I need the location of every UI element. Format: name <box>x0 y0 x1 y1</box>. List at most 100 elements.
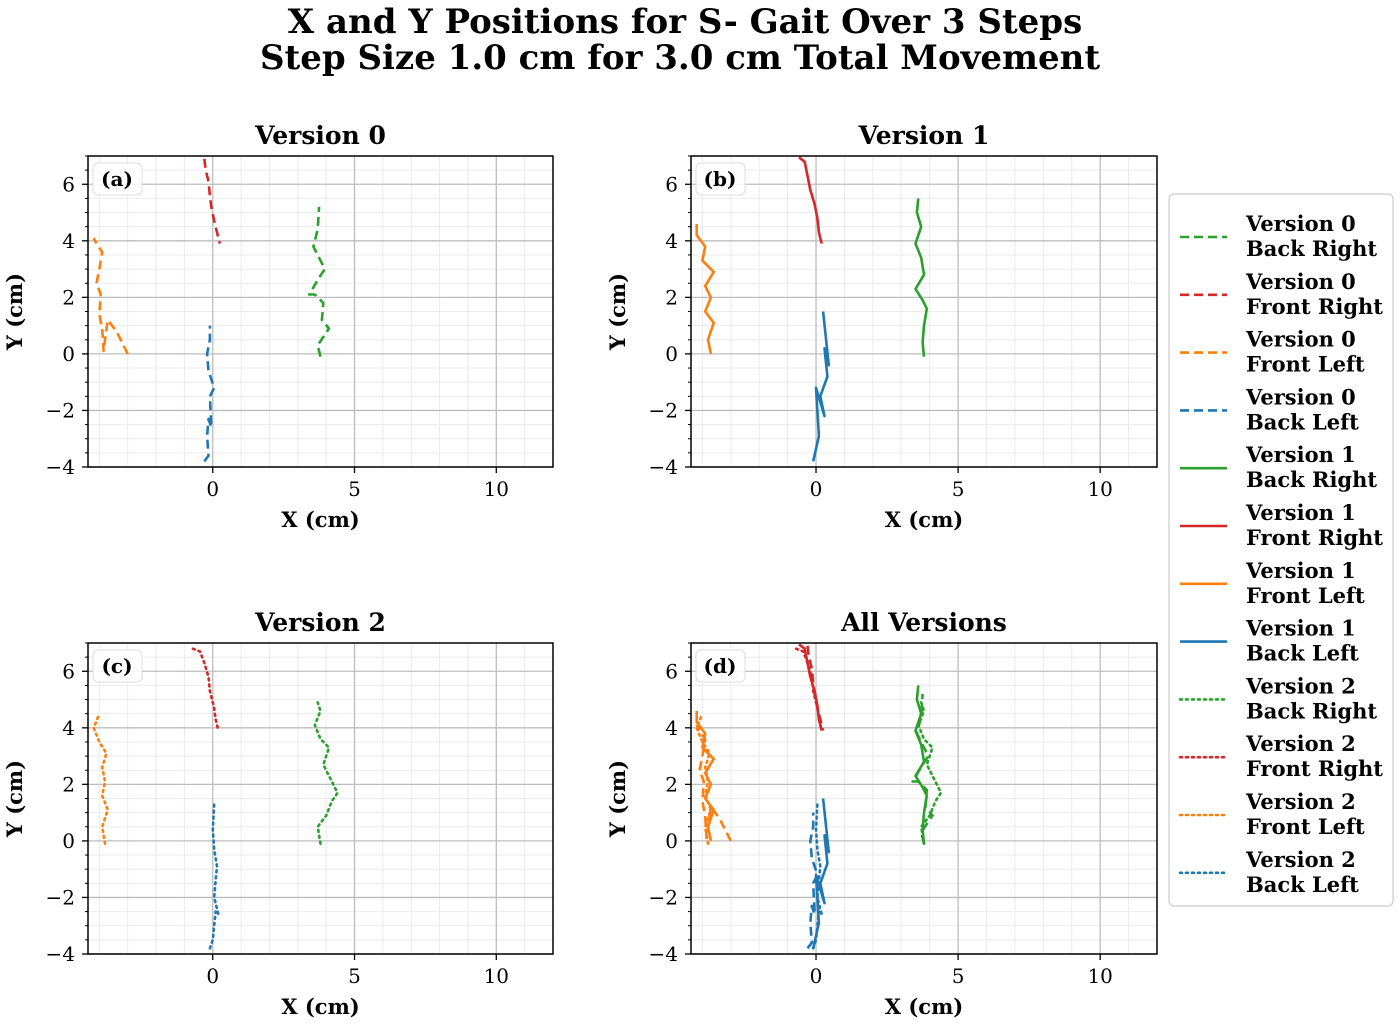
y-tick-label: 0 <box>62 829 75 853</box>
minor-grid <box>691 642 1158 954</box>
x-axis-label: X (cm) <box>885 507 963 532</box>
legend-box <box>1168 193 1394 907</box>
y-tick-label: 2 <box>62 285 75 309</box>
legend-label-line1: Version 1 <box>1245 558 1356 583</box>
x-tick-label: 0 <box>810 964 823 988</box>
subplot-grid: 0 5 10 −4 −2 0 2 4 6 Version 0 X (cm) Y (cm) (a) 0 5 10… <box>2 121 1158 1019</box>
series-line-version-2-back-left <box>811 802 824 950</box>
x-axis-label: X (cm) <box>281 994 359 1019</box>
legend-label-line1: Version 0 <box>1245 384 1356 409</box>
series-line-version-0-front-right <box>806 645 825 731</box>
minor-grid <box>691 155 1158 467</box>
subplot-title: Version 0 <box>254 121 386 150</box>
series-line-version-0-front-right <box>203 158 222 244</box>
panel-tag-box <box>695 649 746 683</box>
y-tick-label: 2 <box>665 285 678 309</box>
panel-tag: (a) <box>101 167 133 191</box>
y-tick-label: −2 <box>649 398 678 422</box>
subplot-1: 0 5 10 −4 −2 0 2 4 6 Version 0 X (cm) Y (cm) (a) <box>2 121 554 532</box>
series-line-version-2-front-right <box>191 647 220 732</box>
subplot-title: Version 1 <box>858 121 990 150</box>
legend-label-line1: Version 1 <box>1245 500 1356 525</box>
series-line-version-0-back-right <box>307 206 331 358</box>
y-tick-label: −4 <box>649 455 678 479</box>
minor-grid <box>88 155 554 467</box>
x-tick-label: 10 <box>484 964 509 988</box>
series-line-version-2-front-left <box>92 712 110 846</box>
legend-label-line2: Front Right <box>1246 756 1383 781</box>
x-tick-label: 10 <box>1087 477 1112 501</box>
figure-title-line-1: X and Y Positions for S- Gait Over 3 Ste… <box>288 2 1082 42</box>
x-tick-label: 5 <box>952 964 965 988</box>
panel-tag: (b) <box>704 167 737 191</box>
series-line-version-2-front-right <box>794 647 824 732</box>
x-axis-label: X (cm) <box>885 994 963 1019</box>
y-tick-label: 6 <box>665 659 678 683</box>
y-axis-label: Y (cm) <box>605 760 630 838</box>
panel-tag-box <box>695 162 746 196</box>
series-group <box>92 647 339 950</box>
series-line-version-0-back-left <box>806 812 819 950</box>
legend-label-line1: Version 0 <box>1245 327 1356 352</box>
series-line-version-2-back-right <box>916 701 943 846</box>
panel-tag-box <box>92 649 143 683</box>
panel-tag-box <box>92 162 143 196</box>
y-tick-label: −4 <box>46 942 75 966</box>
series-line-version-2-front-left <box>695 712 713 846</box>
subplot-4: 0 5 10 −4 −2 0 2 4 6 All Versions X (cm) Y (cm) (d) <box>605 608 1158 1019</box>
series-line-version-0-back-left <box>203 325 216 463</box>
series-line-version-1-back-right <box>914 198 929 357</box>
legend-label-line1: Version 1 <box>1245 616 1356 641</box>
y-tick-label: 6 <box>62 659 75 683</box>
y-axis-label: Y (cm) <box>2 273 27 351</box>
y-tick-label: 2 <box>665 772 678 796</box>
x-tick-label: 5 <box>348 477 361 501</box>
legend-label-line2: Back Right <box>1246 467 1377 492</box>
y-tick-label: 6 <box>62 172 75 196</box>
legend-label-line2: Front Left <box>1246 352 1365 377</box>
y-tick-label: 4 <box>62 229 75 253</box>
y-axis-label: Y (cm) <box>605 273 630 351</box>
series-line-version-1-back-left <box>811 798 831 949</box>
panel-tag: (d) <box>704 654 737 678</box>
legend-label-line1: Version 2 <box>1245 847 1356 872</box>
y-tick-label: −2 <box>46 398 75 422</box>
subplot-title: Version 2 <box>254 608 386 637</box>
legend-label-line2: Back Left <box>1246 641 1359 666</box>
legend-label-line2: Front Left <box>1246 583 1365 608</box>
y-tick-label: −4 <box>649 942 678 966</box>
legend-label-line2: Front Left <box>1246 814 1365 839</box>
y-tick-label: −2 <box>649 885 678 909</box>
series-group <box>92 158 331 463</box>
legend-label-line1: Version 0 <box>1245 211 1356 236</box>
series-line-version-2-back-left <box>208 802 220 950</box>
y-tick-label: 6 <box>665 172 678 196</box>
x-tick-label: 5 <box>348 964 361 988</box>
x-tick-label: 0 <box>810 477 823 501</box>
legend-label-line2: Front Right <box>1246 294 1383 319</box>
legend-label-line2: Front Right <box>1246 525 1383 550</box>
series-line-version-1-front-left <box>695 223 716 355</box>
y-tick-label: 2 <box>62 772 75 796</box>
x-tick-label: 10 <box>1087 964 1112 988</box>
y-tick-label: 0 <box>665 829 678 853</box>
subplot-2: 0 5 10 −4 −2 0 2 4 6 Version 1 X (cm) Y (cm) (b) <box>605 121 1158 532</box>
x-tick-label: 0 <box>206 477 219 501</box>
legend-label-line1: Version 2 <box>1245 673 1356 698</box>
subplot-3: 0 5 10 −4 −2 0 2 4 6 Version 2 X (cm) Y (cm) (c) <box>2 608 554 1019</box>
legend-label-line2: Back Right <box>1246 698 1377 723</box>
